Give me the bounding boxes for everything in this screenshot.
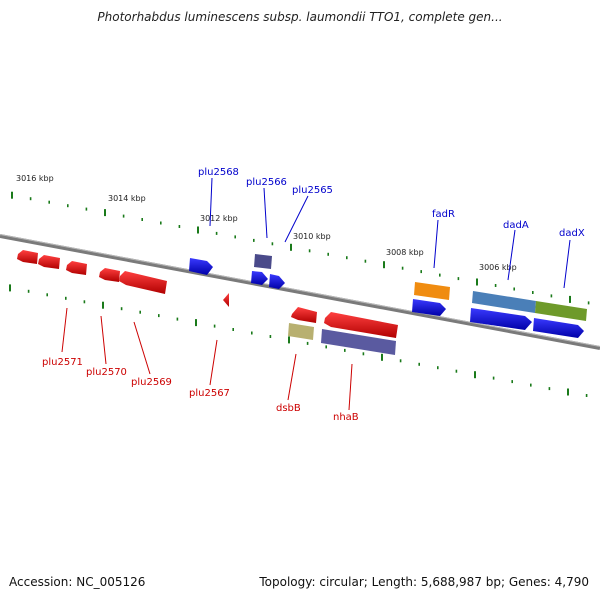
ruler-labels: 3016 kbp 3014 kbp 3012 kbp 3010 kbp 3008…: [16, 174, 517, 272]
gene-arrow-plu2566[interactable]: [251, 271, 268, 285]
feature-bars: [254, 254, 587, 355]
gene-label[interactable]: plu2570: [86, 367, 127, 378]
reverse-strand-genes: [17, 250, 398, 338]
gene-label[interactable]: plu2567: [189, 388, 230, 399]
callout-line: [100, 315, 107, 365]
callout-line: [263, 187, 268, 239]
feature-bar-dadA[interactable]: [472, 291, 536, 313]
forward-gene-labels: plu2568 plu2566 plu2565 fadR dadA dadX: [198, 167, 585, 239]
gene-label[interactable]: fadR: [432, 209, 455, 220]
callout-line: [507, 229, 516, 281]
ruler-label: 3008 kbp: [386, 248, 424, 257]
gene-label[interactable]: plu2565: [292, 185, 333, 196]
gene-label[interactable]: plu2569: [131, 377, 172, 388]
gene-label[interactable]: dadX: [559, 228, 585, 239]
gene-arrow-dadX[interactable]: [533, 318, 584, 338]
feature-bar-plu2566[interactable]: [254, 254, 272, 269]
feature-bar-fadR[interactable]: [414, 282, 450, 300]
lower-scale-ticks: [9, 284, 588, 397]
gene-label[interactable]: nhaB: [333, 412, 359, 423]
gene-arrow-plu2567[interactable]: [223, 293, 229, 307]
gene-label[interactable]: plu2568: [198, 167, 239, 178]
callout-line: [61, 307, 68, 353]
gene-arrow-dsbB[interactable]: [291, 307, 317, 323]
page-title: Photorhabdus luminescens subsp. laumondi…: [97, 10, 503, 24]
gene-label[interactable]: plu2571: [42, 357, 83, 368]
upper-scale-ticks: [11, 191, 590, 305]
feature-bar-nhaB[interactable]: [321, 329, 396, 355]
gene-arrow-plu2565[interactable]: [269, 274, 285, 289]
callout-line: [133, 321, 151, 375]
callout-line: [287, 353, 297, 401]
ruler-label: 3016 kbp: [16, 174, 54, 183]
ruler-label: 3014 kbp: [108, 194, 146, 203]
gene-arrow-plu2568[interactable]: [189, 258, 213, 275]
ruler-label: 3006 kbp: [479, 263, 517, 272]
gene-label[interactable]: dsbB: [276, 403, 301, 414]
callout-line: [563, 239, 571, 289]
gene-arrow-plu2571b[interactable]: [38, 255, 60, 269]
gene-arrow-nhaB[interactable]: [324, 312, 398, 338]
gene-arrow-plu2570[interactable]: [66, 261, 87, 275]
genome-backbone: [0, 234, 600, 350]
ruler-label: 3012 kbp: [200, 214, 238, 223]
callout-line: [348, 363, 353, 411]
genome-summary: Topology: circular; Length: 5,688,987 bp…: [259, 575, 589, 589]
feature-bar-dadX[interactable]: [535, 301, 587, 321]
reverse-gene-labels: plu2571 plu2570 plu2569 plu2567 dsbB nha…: [42, 357, 359, 423]
callout-line: [433, 219, 439, 269]
gene-label[interactable]: plu2566: [246, 177, 287, 188]
gene-arrow-plu2569[interactable]: [99, 268, 120, 282]
ruler-label: 3010 kbp: [293, 232, 331, 241]
gene-arrow-fadR[interactable]: [412, 299, 446, 316]
feature-bar-dsbB[interactable]: [288, 323, 314, 340]
gene-arrow-dadA[interactable]: [470, 308, 532, 330]
callout-line: [209, 177, 213, 227]
callout-line: [209, 339, 218, 386]
callout-line: [284, 195, 309, 243]
gene-arrow-plu2569b[interactable]: [119, 271, 167, 294]
gene-label[interactable]: dadA: [503, 220, 529, 231]
gene-arrow-plu2571[interactable]: [17, 250, 38, 264]
forward-strand-genes: [189, 258, 584, 338]
accession-label: Accession: NC_005126: [9, 575, 146, 589]
